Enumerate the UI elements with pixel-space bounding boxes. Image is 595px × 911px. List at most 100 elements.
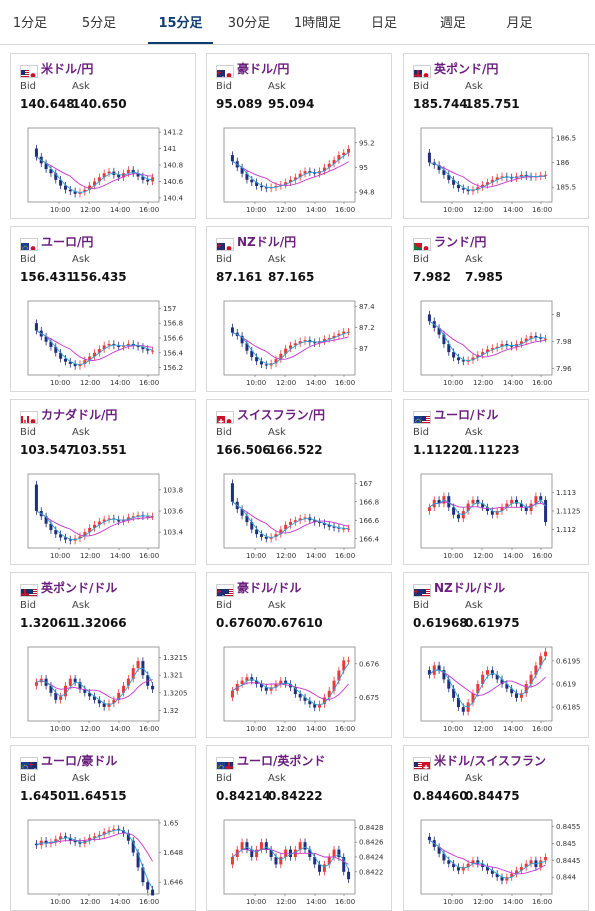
currency-pair-title[interactable]: ユーロ/ドル <box>434 408 499 422</box>
candle-body <box>490 348 494 350</box>
candle-body <box>269 849 273 857</box>
currency-pair-title[interactable]: カナダドル/円 <box>41 408 118 422</box>
tab-6[interactable]: 週足 <box>439 16 466 31</box>
currency-pair-title[interactable]: 英ポンド/円 <box>434 62 499 76</box>
tab-4[interactable]: 1時間足 <box>293 16 342 31</box>
ask-label: Ask <box>72 773 90 784</box>
candle-body <box>49 169 53 174</box>
bid-label: Bid <box>20 254 36 265</box>
candle-body <box>466 863 470 868</box>
bid-value: 166.506 <box>216 443 271 457</box>
currency-pair-title[interactable]: 豪ドル/円 <box>237 62 290 76</box>
currency-pair-title[interactable]: NZドル/ドル <box>434 581 506 595</box>
rate-card[interactable]: カナダドル/円 Bid Ask 103.547 103.551 103.8 103.6 103… <box>10 399 196 565</box>
currency-pair-title[interactable]: 英ポンド/ドル <box>41 581 118 595</box>
tab-7[interactable]: 月足 <box>506 16 533 31</box>
candle-body <box>505 344 509 346</box>
tab-1[interactable]: 5分足 <box>81 16 117 31</box>
rate-card[interactable]: 豪ドル/円 Bid Ask 95.089 95.094 95.2 95 94.8 10:00 12… <box>206 53 392 219</box>
currency-pair-title[interactable]: ユーロ/円 <box>41 235 94 249</box>
candle-body <box>107 830 111 832</box>
y-tick-label: 140.8 <box>163 162 183 170</box>
currency-pair-flag-icon <box>216 411 234 424</box>
candle-body <box>544 338 548 340</box>
rate-card[interactable]: NZドル/円 Bid Ask 87.161 87.165 87.4 87.2 87 10:00 1… <box>206 226 392 392</box>
currency-pair-title[interactable]: 豪ドル/ドル <box>237 581 302 595</box>
moving-average-short <box>232 151 349 189</box>
rate-card[interactable]: ユーロ/英ポンド Bid Ask 0.84214 0.84222 0.8428 0.8426… <box>206 745 392 911</box>
y-tick-label: 7.98 <box>556 338 572 346</box>
ask-value: 95.094 <box>268 97 315 111</box>
y-tick-label: 94.8 <box>359 189 375 197</box>
rate-card[interactable]: スイスフラン/円 Bid Ask 166.506 166.522 167 166.8 166.… <box>206 399 392 565</box>
candle-body <box>447 496 451 508</box>
y-tick-label: 103.8 <box>163 486 183 494</box>
currency-pair-title[interactable]: NZドル/円 <box>237 235 297 249</box>
ask-value: 87.165 <box>268 270 315 284</box>
currency-pair-title[interactable]: スイスフラン/円 <box>237 408 326 422</box>
ask-label: Ask <box>268 427 286 438</box>
moving-average-short <box>429 657 546 708</box>
tab-5[interactable]: 日足 <box>370 16 397 31</box>
currency-pair-title[interactable]: 米ドル/円 <box>41 62 94 76</box>
candle-body <box>49 341 53 347</box>
candle-body <box>54 346 58 353</box>
y-tick-label: 103.6 <box>163 508 184 516</box>
candle-body <box>284 680 288 684</box>
moving-average-long <box>429 320 546 358</box>
candle-body <box>327 338 331 340</box>
x-tick-label: 12:00 <box>276 725 296 733</box>
ask-value: 0.84222 <box>268 789 323 803</box>
candle-body <box>313 172 317 174</box>
x-tick-label: 14:00 <box>306 552 326 560</box>
rate-card[interactable]: 豪ドル/ドル Bid Ask 0.67607 0.67610 0.676 0.675 10:0… <box>206 572 392 738</box>
rate-card[interactable]: ランド/円 Bid Ask 7.982 7.985 8 7.98 7.96 10:00 12:00… <box>403 226 589 392</box>
rate-card[interactable]: 英ポンド/ドル Bid Ask 1.32061 1.32066 1.3215 1.321 1.… <box>10 572 196 738</box>
candle-body <box>151 685 155 690</box>
currency-pair-title[interactable]: ユーロ/英ポンド <box>237 754 326 768</box>
tab-0[interactable]: 1分足 <box>12 16 48 31</box>
y-tick-label: 141 <box>163 145 176 153</box>
price-chart: 141.2 141 140.8 140.6 140.4 10:00 12:00 14:00 16… <box>27 127 184 214</box>
candle-body <box>515 693 519 698</box>
currency-pair-title[interactable]: ランド/円 <box>434 235 487 249</box>
candle-body <box>427 152 431 163</box>
currency-pair-flag-icon <box>20 584 38 597</box>
tab-2[interactable]: 15分足 <box>148 0 213 44</box>
x-tick-label: 12:00 <box>276 898 296 906</box>
rate-card[interactable]: NZドル/ドル Bid Ask 0.61968 0.61975 0.6195 0.619 0.… <box>403 572 589 738</box>
candle-body <box>274 185 278 188</box>
candle-body <box>534 496 538 504</box>
candle-body <box>293 520 297 523</box>
candle-body <box>102 703 106 707</box>
y-tick-label: 1.321 <box>163 672 183 680</box>
rate-card[interactable]: 米ドル/円 Bid Ask 140.648 140.650 141.2 141 140.8 14… <box>10 53 196 219</box>
rate-card[interactable]: ユーロ/円 Bid Ask 156.431 156.435 157 156.8 156.6 15… <box>10 226 196 392</box>
y-tick-label: 0.8455 <box>556 823 581 831</box>
x-tick-label: 16:00 <box>532 206 552 214</box>
tab-3[interactable]: 30分足 <box>227 16 271 31</box>
bid-label: Bid <box>413 81 429 92</box>
candle-body <box>264 364 268 366</box>
candle-body <box>78 536 82 539</box>
candle-body <box>264 687 268 691</box>
rate-card[interactable]: 米ドル/スイスフラン Bid Ask 0.84460 0.84475 0.8455 0.84… <box>403 745 589 911</box>
currency-pair-title[interactable]: ユーロ/豪ドル <box>41 754 118 768</box>
rate-card[interactable]: ユーロ/ドル Bid Ask 1.11220 1.11223 1.113 1.1125 1.1… <box>403 399 589 565</box>
moving-average-short <box>36 667 153 706</box>
rate-card[interactable]: 英ポンド/円 Bid Ask 185.744 185.751 186.5 186 185.5 1… <box>403 53 589 219</box>
candle-body <box>279 857 283 865</box>
y-tick-label: 95 <box>359 164 368 172</box>
candle-body <box>107 703 111 707</box>
candle-body <box>347 331 351 333</box>
candle-body <box>461 867 465 871</box>
candle-body <box>117 174 121 178</box>
candle-body <box>250 849 254 857</box>
candle-body <box>122 685 126 693</box>
candle-body <box>427 314 431 322</box>
rate-card[interactable]: ユーロ/豪ドル Bid Ask 1.64501 1.64515 1.65 1.648 1.64… <box>10 745 196 911</box>
price-chart: 103.8 103.6 103.4 10:00 12:00 14:00 16:00 <box>27 473 184 560</box>
candle-body <box>126 678 130 686</box>
currency-pair-title[interactable]: 米ドル/スイスフラン <box>434 754 547 768</box>
candle-body <box>131 169 135 174</box>
